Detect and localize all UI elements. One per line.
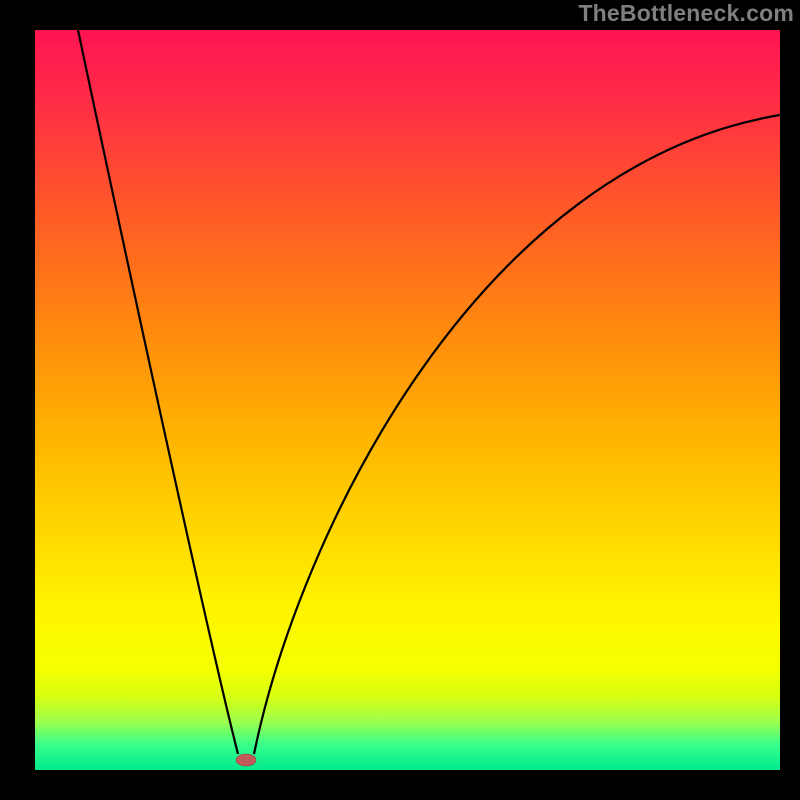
- minimum-marker: [236, 754, 256, 766]
- chart-container: TheBottleneck.com: [0, 0, 800, 800]
- watermark-text: TheBottleneck.com: [578, 0, 794, 27]
- bottleneck-chart: [0, 0, 800, 800]
- plot-background: [35, 30, 780, 770]
